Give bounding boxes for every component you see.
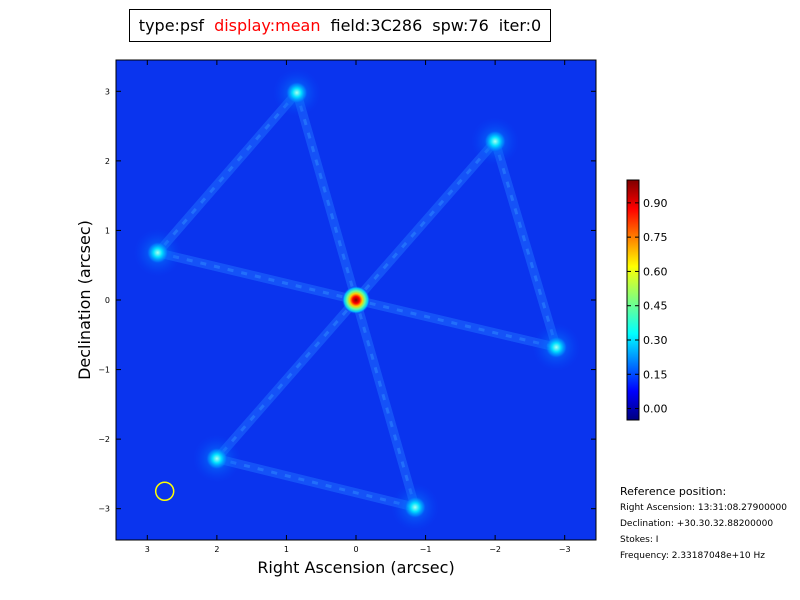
x-tick-label: −3 — [559, 545, 571, 554]
sidelobe-ridge — [292, 88, 361, 305]
y-tick-label: 1 — [105, 226, 110, 235]
y-tick-label: 2 — [105, 157, 110, 166]
y-axis: 3 2 1 0 −1 −2 −3 — [98, 87, 596, 514]
reference-heading: Reference position: — [620, 485, 727, 498]
colorbar-tick-label: 0.75 — [643, 231, 668, 244]
x-tick-label: 0 — [353, 545, 358, 554]
reference-stokes: Stokes: I — [620, 535, 659, 545]
y-tick-label: −3 — [98, 505, 110, 514]
x-tick-label: −2 — [489, 545, 501, 554]
title-type: type:psf — [138, 16, 205, 35]
sidelobe-peak — [205, 447, 228, 470]
x-tick-label: −1 — [420, 545, 432, 554]
reference-dec: Declination: +30.30.32.88200000 — [620, 519, 774, 529]
title-field: field:3C286 — [330, 16, 423, 35]
colorbar-tick-label: 0.60 — [643, 265, 668, 278]
plot-area — [115, 59, 597, 541]
colorbar: 0.90 0.75 0.60 0.45 0.30 0.15 0.00 — [626, 179, 668, 421]
sidelobe-peak — [146, 241, 169, 264]
reference-ra: Right Ascension: 13:31:08.27900000 — [620, 503, 787, 513]
colorbar-tick-label: 0.00 — [643, 403, 668, 416]
sidelobe-ridge-detail — [216, 457, 416, 509]
x-axis-label: Right Ascension (arcsec) — [257, 558, 454, 577]
title-spw: spw:76 — [432, 16, 489, 35]
sidelobe-ridge — [153, 88, 302, 258]
x-axis: 3 2 1 0 −1 −2 −3 — [145, 60, 571, 554]
y-tick-label: −1 — [98, 366, 110, 375]
sidelobe-peak — [404, 496, 427, 519]
y-axis-label: Declination (arcsec) — [75, 220, 94, 380]
sidelobe-peak — [545, 336, 568, 359]
sidelobe-ridge — [351, 136, 500, 305]
sidelobe-ridge-detail — [157, 251, 357, 302]
reference-frequency: Frequency: 2.33187048e+10 Hz — [620, 551, 766, 561]
y-tick-label: −2 — [98, 435, 110, 444]
sidelobe-peak — [484, 130, 507, 153]
beam-marker — [154, 481, 175, 502]
sidelobe-peak — [285, 81, 308, 104]
colorbar-tick-label: 0.45 — [643, 300, 668, 313]
sidelobe-ridge — [490, 136, 561, 352]
sidelobe-ridge — [212, 295, 361, 464]
colorbar-tick-label: 0.15 — [643, 368, 668, 381]
title-display: display:mean — [214, 16, 321, 35]
y-tick-label: 0 — [105, 296, 110, 305]
colorbar-tick-label: 0.90 — [643, 197, 668, 210]
plot-title: type:psf display:mean field:3C286 spw:76… — [129, 9, 551, 42]
x-tick-label: 2 — [214, 545, 219, 554]
title-iter: iter:0 — [498, 16, 542, 35]
sidelobe-ridge-detail — [355, 298, 557, 349]
x-tick-label: 3 — [145, 545, 150, 554]
colorbar-gradient — [626, 179, 640, 421]
main-lobe-peak — [342, 286, 370, 314]
sidelobe-ridge — [351, 295, 420, 512]
x-tick-label: 1 — [284, 545, 289, 554]
y-tick-label: 3 — [105, 87, 110, 96]
colorbar-tick-label: 0.30 — [643, 334, 668, 347]
reference-position: Reference position: Right Ascension: 13:… — [620, 484, 787, 564]
